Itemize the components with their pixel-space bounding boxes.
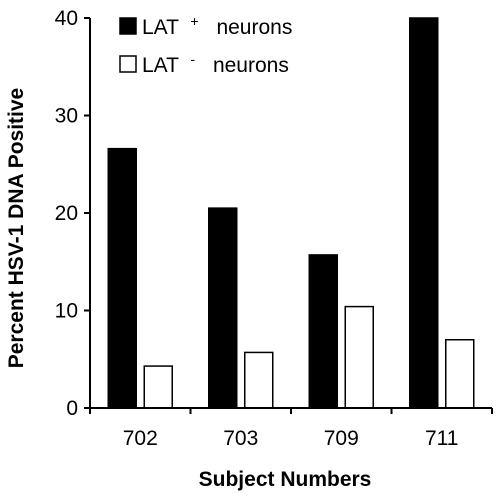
bar-lat-positive-703 xyxy=(208,207,238,409)
x-tick-label-709: 709 xyxy=(324,427,359,450)
x-tick-label-703: 703 xyxy=(223,427,258,450)
legend-sup-lat-negative: - xyxy=(190,51,195,67)
bar-lat-positive-702 xyxy=(107,147,137,409)
x-ticks: 702 703 709 711 xyxy=(89,408,493,450)
y-tick-label: 40 xyxy=(55,7,78,30)
legend-sup-lat-positive: + xyxy=(190,13,198,29)
legend-suffix-lat-positive: neurons xyxy=(216,16,292,39)
bar-lat-negative-703 xyxy=(244,351,274,409)
x-tick-label-711: 711 xyxy=(425,427,458,450)
bar-lat-positive-709 xyxy=(308,254,338,409)
legend-label-lat-positive: LAT + neurons xyxy=(142,8,292,39)
bar-lat-negative-711 xyxy=(445,339,475,409)
x-axis: 702 703 709 711 xyxy=(89,407,493,450)
y-tick-label: 0 xyxy=(66,397,78,420)
legend-label-lat-negative: LAT - neurons xyxy=(142,46,289,77)
x-axis-title: Subject Numbers xyxy=(199,468,372,491)
x-tick-label-702: 702 xyxy=(123,427,158,450)
legend-suffix-lat-negative: neurons xyxy=(213,54,289,77)
bar-lat-negative-709 xyxy=(344,305,374,409)
y-tick-label: 10 xyxy=(55,300,78,323)
y-tick-label: 30 xyxy=(55,105,78,128)
y-tick-label: 20 xyxy=(55,202,78,225)
legend: LAT + neurons LAT - neurons xyxy=(119,8,292,77)
bars-group xyxy=(107,17,475,409)
y-axis-title: Percent HSV-1 DNA Positive xyxy=(5,88,28,369)
y-ticks: 0 10 20 30 40 xyxy=(55,7,90,420)
legend-name-lat-positive: LAT xyxy=(142,16,179,39)
legend-swatch-lat-negative xyxy=(119,55,137,73)
bar-lat-positive-711 xyxy=(409,17,439,409)
legend-name-lat-negative: LAT xyxy=(142,54,179,77)
y-axis: 0 10 20 30 40 xyxy=(55,7,91,420)
bar-lat-negative-702 xyxy=(143,365,173,409)
legend-swatch-lat-positive xyxy=(119,17,137,35)
